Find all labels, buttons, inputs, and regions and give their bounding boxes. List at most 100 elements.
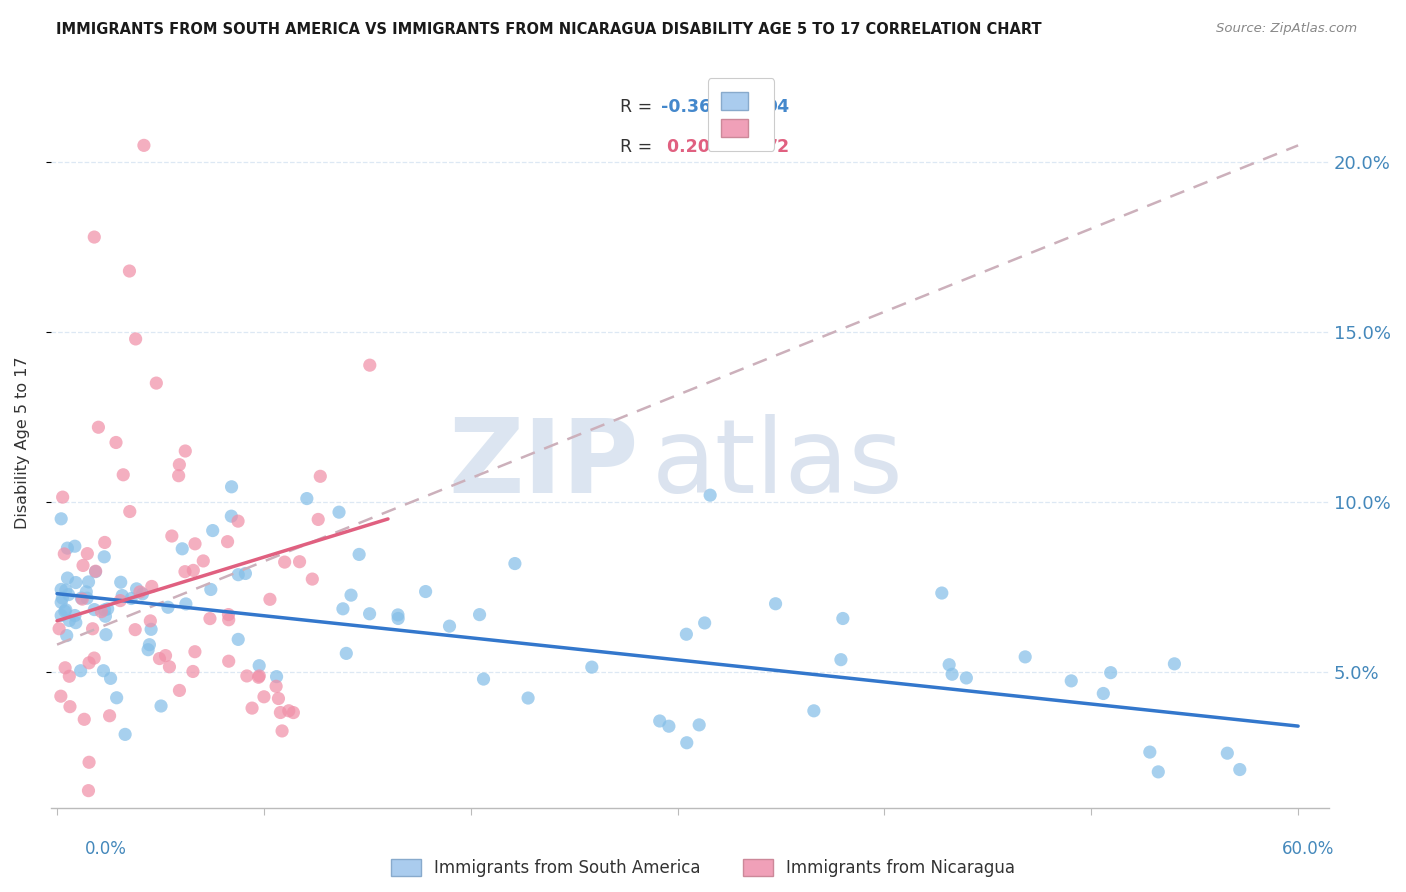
- Point: [63, 539, 86, 553]
- Point: [83, 602, 105, 616]
- Point: [938, 657, 960, 672]
- Point: [124, 623, 146, 637]
- Point: [359, 607, 381, 621]
- Text: -0.367: -0.367: [661, 97, 723, 116]
- Point: [184, 537, 207, 551]
- Point: [169, 458, 191, 472]
- Point: [174, 444, 197, 458]
- Point: [58, 614, 80, 628]
- Point: [120, 591, 142, 606]
- Point: [138, 638, 160, 652]
- Point: [76, 547, 98, 561]
- Point: [55, 603, 77, 617]
- Point: [76, 591, 98, 606]
- Point: [218, 613, 240, 627]
- Point: [72, 592, 94, 607]
- Point: [98, 708, 121, 723]
- Point: [114, 727, 136, 741]
- Point: [335, 646, 357, 660]
- Point: [84, 565, 107, 579]
- Point: [198, 611, 221, 625]
- Text: ZIP: ZIP: [449, 414, 638, 515]
- Text: atlas: atlas: [651, 414, 904, 515]
- Point: [387, 607, 409, 622]
- Point: [332, 602, 354, 616]
- Point: [169, 683, 191, 698]
- Point: [269, 706, 291, 720]
- Point: [94, 609, 117, 624]
- Point: [1014, 649, 1036, 664]
- Point: [517, 691, 540, 706]
- Point: [174, 597, 197, 611]
- Point: [75, 584, 97, 599]
- Point: [100, 671, 122, 685]
- Point: [124, 332, 146, 346]
- Point: [347, 548, 370, 562]
- Point: [148, 651, 170, 665]
- Point: [273, 555, 295, 569]
- Point: [87, 420, 110, 434]
- Point: [141, 579, 163, 593]
- Point: [93, 549, 115, 564]
- Point: [955, 671, 977, 685]
- Point: [139, 623, 162, 637]
- Point: [328, 505, 350, 519]
- Point: [132, 138, 155, 153]
- Point: [266, 670, 288, 684]
- Legend: Immigrants from South America, Immigrants from Nicaragua: Immigrants from South America, Immigrant…: [384, 852, 1022, 884]
- Point: [247, 658, 270, 673]
- Point: [63, 608, 86, 623]
- Point: [415, 584, 437, 599]
- Legend: , : ,: [707, 78, 775, 151]
- Point: [288, 555, 311, 569]
- Point: [240, 701, 263, 715]
- Text: 0.203: 0.203: [661, 137, 721, 156]
- Point: [125, 582, 148, 596]
- Point: [1092, 686, 1115, 700]
- Point: [83, 651, 105, 665]
- Point: [56, 571, 79, 585]
- Point: [221, 509, 243, 524]
- Point: [218, 654, 240, 668]
- Point: [247, 670, 270, 684]
- Point: [51, 582, 73, 597]
- Point: [77, 783, 100, 797]
- Point: [59, 699, 82, 714]
- Point: [658, 719, 681, 733]
- Point: [217, 534, 239, 549]
- Point: [439, 619, 461, 633]
- Text: N =: N =: [724, 97, 775, 116]
- Point: [226, 632, 249, 647]
- Point: [82, 622, 104, 636]
- Point: [172, 541, 194, 556]
- Point: [340, 588, 363, 602]
- Point: [118, 264, 141, 278]
- Point: [226, 514, 249, 528]
- Point: [53, 661, 76, 675]
- Point: [51, 595, 73, 609]
- Point: [90, 605, 112, 619]
- Text: N =: N =: [724, 137, 775, 156]
- Point: [1139, 745, 1161, 759]
- Point: [307, 512, 329, 526]
- Point: [105, 435, 128, 450]
- Point: [831, 611, 853, 625]
- Point: [131, 587, 153, 601]
- Point: [283, 706, 305, 720]
- Point: [77, 656, 100, 670]
- Point: [472, 672, 495, 686]
- Point: [53, 547, 76, 561]
- Point: [359, 358, 381, 372]
- Point: [77, 574, 100, 589]
- Point: [301, 572, 323, 586]
- Point: [217, 607, 239, 622]
- Point: [184, 645, 207, 659]
- Point: [468, 607, 491, 622]
- Point: [145, 376, 167, 390]
- Point: [129, 585, 152, 599]
- Point: [55, 629, 77, 643]
- Text: Source: ZipAtlas.com: Source: ZipAtlas.com: [1216, 22, 1357, 36]
- Point: [277, 704, 299, 718]
- Point: [1216, 746, 1239, 760]
- Point: [51, 512, 73, 526]
